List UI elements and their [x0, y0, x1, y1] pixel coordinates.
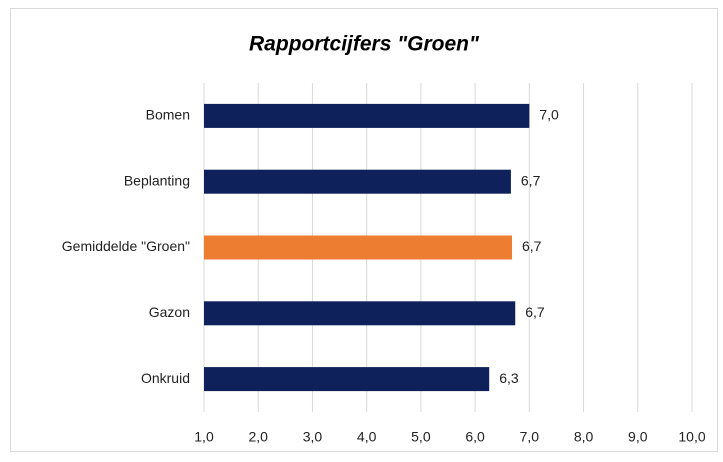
- x-tick-label: 8,0: [574, 429, 594, 445]
- y-tick-label: Beplanting: [124, 172, 190, 188]
- y-tick-label: Onkruid: [141, 370, 190, 386]
- x-tick-label: 9,0: [628, 429, 648, 445]
- x-tick-label: 10,0: [678, 429, 705, 445]
- y-tick-label: Bomen: [146, 107, 190, 123]
- bar: [204, 301, 516, 326]
- data-label: 6,7: [525, 304, 545, 320]
- bar: [204, 169, 511, 194]
- data-label: 7,0: [539, 107, 559, 123]
- x-tick-label: 3,0: [303, 429, 323, 445]
- bar: [204, 367, 490, 392]
- bar: [204, 103, 530, 128]
- y-tick-label: Gemiddelde "Groen": [62, 238, 190, 254]
- x-tick-label: 1,0: [194, 429, 214, 445]
- x-tick-label: 7,0: [520, 429, 540, 445]
- data-label: 6,3: [499, 370, 519, 386]
- x-tick-label: 2,0: [248, 429, 268, 445]
- data-label: 6,7: [522, 238, 542, 254]
- chart-title: Rapportcijfers "Groen": [249, 33, 480, 56]
- bar: [204, 235, 512, 260]
- x-tick-label: 6,0: [465, 429, 485, 445]
- x-tick-label: 4,0: [357, 429, 377, 445]
- data-label: 6,7: [521, 172, 541, 188]
- x-tick-label: 5,0: [411, 429, 431, 445]
- y-tick-label: Gazon: [149, 304, 190, 320]
